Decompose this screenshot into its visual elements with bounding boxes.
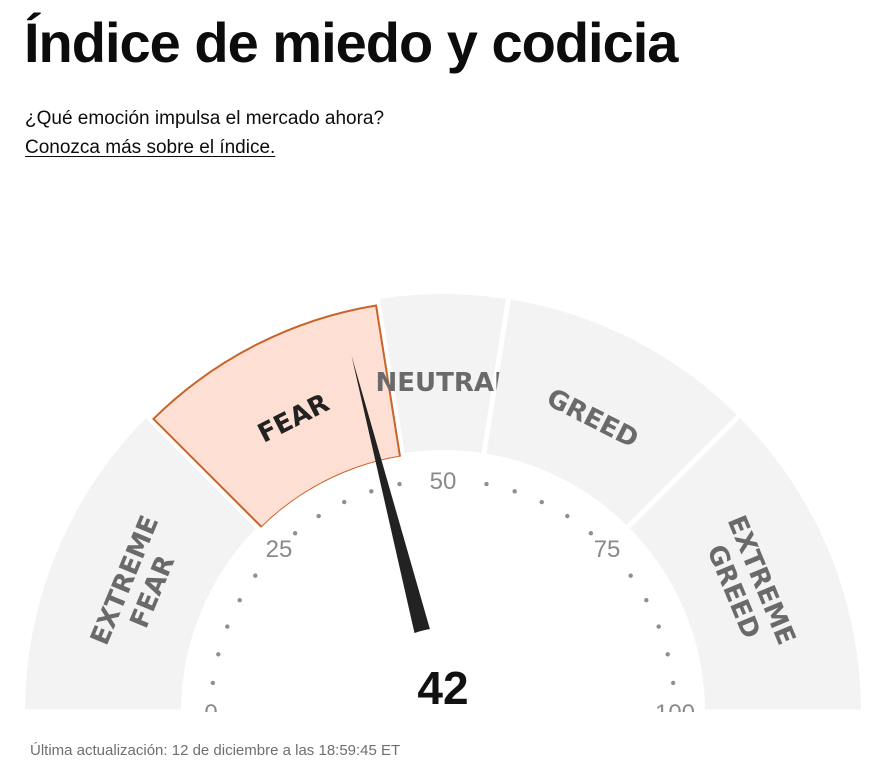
gauge-zone-label-neutral: NEUTRAL [375,368,510,398]
gauge-scale-dot [512,489,517,494]
gauge-scale-label-50: 50 [430,468,457,495]
gauge-scale-dot [628,573,633,578]
gauge-scale-dot [588,531,594,536]
gauge-scale-dot [316,513,321,519]
gauge-inner-area [184,453,702,712]
gauge-scale-dot [644,598,649,603]
gauge-scale-dot [539,499,544,505]
page-title: Índice de miedo y codicia [24,11,678,74]
gauge-zone-greed [486,299,737,525]
gauge-scale-label-25: 25 [266,536,293,563]
gauge-zone-neutral [380,294,506,453]
gauge-scale-dot [484,481,489,487]
gauge-scale-dot [225,624,230,629]
gauge-needle [351,355,431,635]
gauge-scale-dot [397,481,402,487]
gauge-scale-dot [369,489,374,494]
gauge-scale-dot [210,680,216,686]
gauge-scale-dot [665,652,670,657]
gauge-scale-dot [237,598,242,603]
gauge-scale-dot [292,531,298,536]
page-subtitle: ¿Qué emoción impulsa el mercado ahora? [25,108,385,129]
gauge-scale-dot [342,499,347,505]
gauge-baseline-mask [0,712,887,779]
learn-more-link[interactable]: Conozca más sobre el índice. [25,137,276,158]
gauge-needle-group: 42 [0,355,887,779]
gauge-zone-extreme-fear [25,418,256,710]
gauge-scale-dot [216,652,221,657]
gauge-scale-label-75: 75 [594,536,621,563]
last-updated-timestamp: Última actualización: 12 de diciembre a … [30,742,401,759]
gauge-scale-dot [656,624,661,629]
gauge-scale-dot [670,680,676,686]
gauge-zone-extreme-greed [630,418,861,710]
gauge-scale-dot [253,573,258,578]
gauge-value: 42 [417,662,468,714]
gauge-scale-dot [565,513,570,519]
